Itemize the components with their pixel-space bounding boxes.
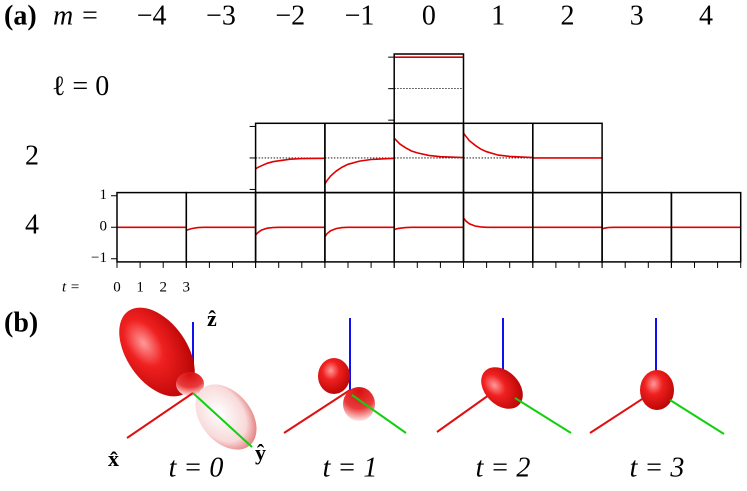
lobe (119, 307, 195, 397)
time-label: t = 1 (323, 452, 378, 483)
column-value: 2 (560, 0, 574, 31)
y-tick-label: −1 (91, 250, 107, 266)
column-value: −4 (137, 0, 167, 31)
lobe-neck (176, 372, 204, 396)
x-axis (283, 389, 351, 434)
scene: t = 2 (436, 318, 572, 483)
curve (186, 226, 256, 232)
lobe (640, 370, 674, 410)
x-tick-label: 0 (113, 279, 121, 295)
curve (255, 226, 325, 236)
curve (393, 226, 464, 231)
panel-b: (b) ẑ x̂ ŷ t = 0 t = 1 (4, 306, 725, 483)
curve (324, 157, 395, 185)
row-label: 4 (25, 210, 39, 241)
column-value: 0 (422, 0, 436, 31)
y-axis (192, 392, 253, 448)
y-tick-label: 0 (100, 219, 108, 235)
x-tick-label: 1 (136, 279, 144, 295)
time-label: t = 2 (476, 452, 531, 483)
x-axis (126, 392, 194, 439)
axis-label: x̂ (108, 446, 119, 471)
y-tick-label: 1 (100, 187, 108, 203)
column-label: m = (53, 0, 99, 31)
row-label: 2 (25, 140, 39, 171)
lobe (318, 358, 350, 394)
column-value: −1 (345, 0, 375, 31)
scene: t = 1 (283, 318, 407, 483)
curve (324, 226, 395, 238)
scene: ẑ x̂ ŷ t = 0 (108, 306, 266, 483)
panel-label: (b) (4, 307, 38, 338)
curve (601, 226, 672, 230)
y-axis (351, 394, 407, 434)
time-label: t = 3 (630, 452, 685, 483)
lobe (481, 367, 523, 409)
row-label: ℓ = 0 (52, 71, 109, 102)
scene: t = 3 (589, 318, 725, 483)
column-value: −3 (206, 0, 236, 31)
lobe (195, 384, 257, 450)
axis-label: ẑ (207, 306, 217, 331)
y-axis (669, 399, 725, 435)
curve (255, 157, 325, 170)
column-value: −2 (275, 0, 305, 31)
axis-label: ŷ (255, 440, 266, 465)
column-value: 4 (699, 0, 713, 31)
panel-label: (a) (4, 0, 37, 31)
x-tick-label: 2 (159, 279, 167, 295)
panel-frame (670, 191, 742, 263)
time-label: t = 0 (169, 452, 224, 483)
column-value: 1 (491, 0, 505, 31)
y-axis (514, 397, 572, 434)
curve (393, 137, 464, 159)
x-label: t = (62, 279, 80, 295)
curve (462, 217, 533, 229)
lobe (343, 387, 375, 421)
curve (462, 132, 533, 159)
x-tick-label: 3 (183, 279, 191, 295)
column-value: 3 (630, 0, 644, 31)
